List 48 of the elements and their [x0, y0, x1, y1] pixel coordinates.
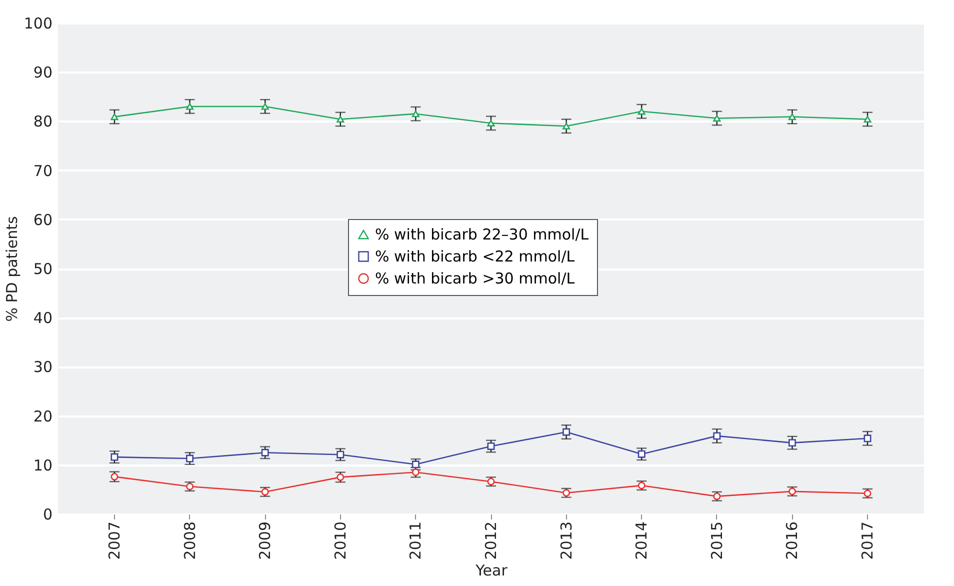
point [336, 450, 344, 458]
y-tick-label: 20 [33, 407, 52, 426]
point [713, 114, 721, 122]
point [110, 113, 118, 120]
x-tick-label: 2014 [632, 522, 651, 560]
legend-label: % with bicarb <22 mmol/L [375, 248, 576, 266]
x-tick-label: 2016 [783, 522, 802, 560]
y-tick-label: 30 [33, 358, 52, 376]
legend-label: % with bicarb 22–30 mmol/L [375, 226, 590, 244]
x-tick-label: 2017 [858, 522, 877, 560]
point [336, 116, 344, 123]
y-axis-title: % PD patients [2, 216, 21, 322]
x-tick-label: 2012 [482, 522, 500, 560]
y-tick-label: 50 [33, 260, 52, 278]
y-tick-label: 100 [24, 14, 52, 32]
y-tick-label: 40 [33, 309, 52, 328]
point [487, 120, 495, 126]
x-tick-label: 2007 [105, 522, 124, 560]
y-tick-label: 90 [33, 64, 52, 82]
point [261, 448, 269, 456]
point [713, 432, 721, 440]
x-tick-label: 2009 [256, 522, 274, 560]
point [864, 434, 872, 442]
legend-label: % with bicarb >30 mmol/L [375, 270, 576, 288]
point [186, 454, 194, 462]
x-tick-label: 2011 [406, 522, 425, 560]
x-axis-title: Year [474, 562, 508, 580]
point [788, 113, 796, 120]
point [638, 108, 646, 115]
x-tick-label: 2010 [331, 522, 350, 560]
point [186, 103, 194, 110]
point [110, 453, 118, 461]
point [788, 439, 796, 447]
point [412, 110, 420, 118]
y-tick-label: 0 [42, 506, 52, 524]
point [562, 428, 570, 436]
point [261, 103, 269, 110]
x-tick-label: 2015 [708, 522, 726, 560]
point [864, 116, 872, 123]
point [487, 442, 495, 450]
point [562, 122, 570, 130]
x-tick-label: 2008 [180, 522, 199, 560]
x-tick-label: 2013 [557, 522, 576, 560]
y-tick-label: 10 [33, 456, 52, 474]
y-tick-label: 60 [33, 210, 52, 229]
y-tick-label: 70 [33, 162, 52, 180]
y-tick-label: 80 [33, 112, 52, 131]
point [638, 450, 646, 458]
